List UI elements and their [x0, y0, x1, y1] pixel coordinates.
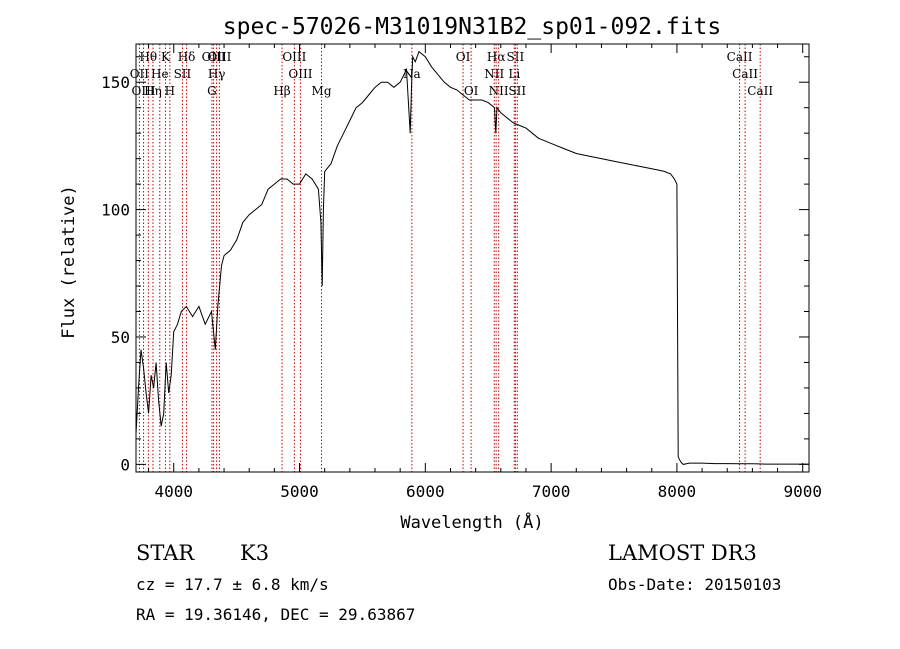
x-tick-label: 6000: [406, 482, 445, 501]
spectrum-line: [135, 50, 809, 465]
object-type: STAR: [136, 541, 195, 565]
survey-name: LAMOST DR3: [608, 541, 757, 565]
redshift-cz: cz = 17.7 ± 6.8 km/s: [136, 575, 329, 594]
y-tick-label: 100: [101, 201, 130, 220]
line-marker-label: OIII: [282, 50, 306, 64]
line-marker-label: SII: [508, 84, 526, 98]
x-axis-ticks: 4000 5000 6000 7000 8000 9000: [148, 44, 822, 501]
line-marker-label: OI: [464, 84, 479, 98]
line-marker-label: CaII: [732, 67, 758, 81]
line-marker-label: H: [165, 84, 175, 98]
line-marker-label: Hα: [487, 50, 506, 64]
line-marker-label: OII: [130, 67, 150, 81]
line-marker-label: Hθ: [139, 50, 157, 64]
plot-frame: [135, 43, 810, 473]
line-marker-label: Hγ: [208, 67, 226, 81]
line-marker-label: OIII: [132, 84, 156, 98]
y-tick-label: 50: [111, 328, 130, 347]
y-tick-label: 0: [120, 455, 130, 474]
line-marker-label: G: [207, 84, 217, 98]
line-marker-label: Hη: [144, 84, 162, 98]
line-marker-label: SII: [507, 50, 525, 64]
line-marker-label: NII: [484, 67, 504, 81]
y-axis-ticks: 0 50 100 150: [101, 56, 809, 474]
x-tick-label: 5000: [280, 482, 319, 501]
x-tick-label: 8000: [658, 482, 697, 501]
line-marker-label: He: [151, 67, 169, 81]
object-subclass: K3: [240, 541, 269, 565]
line-marker-label: K: [161, 50, 171, 64]
chart-title: spec-57026-M31019N31B2_sp01-092.fits: [223, 14, 722, 40]
line-marker-label: OIII: [202, 50, 226, 64]
x-axis-label: Wavelength (Å): [400, 511, 543, 533]
y-axis-label: Flux (relative): [59, 185, 79, 339]
coordinates: RA = 19.36146, DEC = 29.63867: [136, 605, 415, 624]
obs-date: Obs-Date: 20150103: [608, 575, 781, 594]
line-marker-label: Hβ: [273, 84, 290, 98]
line-marker-label: Li: [508, 67, 520, 81]
line-marker-label: CaII: [747, 84, 773, 98]
x-tick-label: 7000: [532, 482, 571, 501]
line-marker-label: Mg: [312, 84, 332, 98]
line-marker-label: Hδ: [178, 50, 196, 64]
x-tick-label: 9000: [783, 482, 822, 501]
line-marker-label: NII: [489, 84, 509, 98]
line-marker-label: OIII: [288, 67, 312, 81]
x-tick-label: 4000: [154, 482, 193, 501]
line-marker-label: CaII: [727, 50, 753, 64]
y-tick-label: 150: [101, 73, 130, 92]
line-marker-label: OIII: [207, 50, 231, 64]
line-marker-label: SII: [174, 67, 192, 81]
line-marker-label: OI: [456, 50, 471, 64]
